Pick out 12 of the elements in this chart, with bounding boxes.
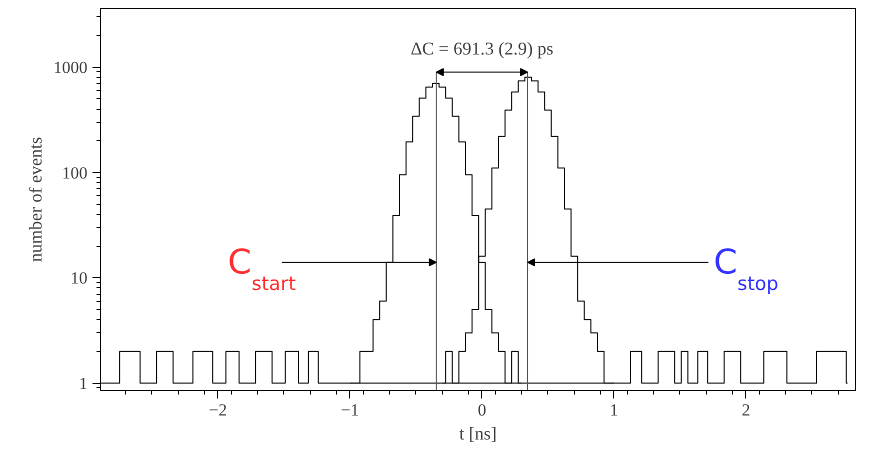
y-tick-label: 1 bbox=[79, 374, 88, 394]
y-tick-label: 100 bbox=[62, 163, 88, 182]
y-tick-label: 1000 bbox=[54, 58, 88, 78]
y-axis-title: number of events bbox=[26, 137, 46, 262]
annotation: ΔC = 691.3 (2.9) ps bbox=[410, 38, 554, 58]
y-tick-label: 10 bbox=[70, 268, 88, 288]
x-tick-label: −1 bbox=[340, 400, 360, 420]
x-tick-label: 1 bbox=[610, 400, 618, 420]
x-tick-label: 2 bbox=[742, 400, 750, 420]
x-tick-label: −2 bbox=[208, 400, 228, 420]
x-axis-title: t [ns] bbox=[459, 424, 497, 444]
x-tick-label: 0 bbox=[478, 400, 486, 420]
